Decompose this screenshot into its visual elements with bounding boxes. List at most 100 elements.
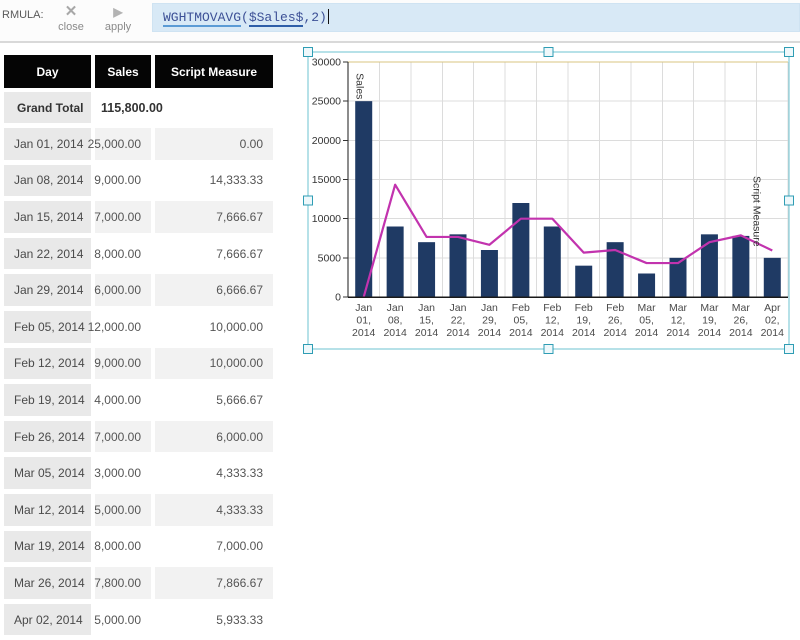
day-cell: Feb 26, 2014 bbox=[4, 420, 91, 453]
day-cell: Feb 12, 2014 bbox=[4, 347, 91, 380]
script-measure-cell: 5,933.33 bbox=[216, 612, 263, 627]
script-measure-cell: 4,333.33 bbox=[155, 493, 273, 526]
sales-bar[interactable] bbox=[418, 242, 436, 297]
formula-toolbar: RMULA: ✕ close ▶ apply WGHTMOVAVG($Sales… bbox=[0, 0, 800, 43]
x-tick-label: Mar 12, 2014 bbox=[666, 302, 690, 339]
resize-handle[interactable] bbox=[303, 195, 313, 206]
sales-cell: 8,000.00 bbox=[94, 539, 141, 554]
sales-cell: 3,000.00 bbox=[94, 466, 141, 481]
sales-bar[interactable] bbox=[575, 265, 593, 297]
sales-bar[interactable] bbox=[732, 235, 750, 297]
close-button-label: close bbox=[58, 21, 84, 33]
y-tick-label: 30000 bbox=[312, 57, 341, 69]
sales-bar[interactable] bbox=[386, 226, 404, 298]
script-measure-cell: 7,866.67 bbox=[155, 567, 273, 599]
day-cell: Jan 22, 2014 bbox=[4, 237, 91, 270]
resize-handle[interactable] bbox=[543, 344, 554, 354]
resize-handle[interactable] bbox=[303, 344, 313, 354]
table-row: Mar 26, 2014 7,800.00 7,866.67 bbox=[4, 567, 274, 599]
resize-handle[interactable] bbox=[303, 47, 313, 57]
script-measure-line[interactable] bbox=[362, 183, 773, 298]
table-row: Jan 29, 2014 6,000.00 6,666.67 bbox=[4, 274, 274, 306]
day-cell: Apr 02, 2014 bbox=[4, 603, 91, 636]
sales-cell: 8,000.00 bbox=[94, 246, 141, 261]
table-row: Mar 05, 2014 3,000.00 4,333.33 bbox=[4, 457, 274, 489]
day-cell: Jan 15, 2014 bbox=[4, 201, 91, 233]
sales-cell: 7,000.00 bbox=[94, 201, 151, 233]
x-tick-label: Feb 05, 2014 bbox=[509, 302, 533, 339]
sales-bar[interactable] bbox=[669, 257, 687, 297]
sales-bar[interactable] bbox=[449, 234, 467, 297]
table-header-row: Day Sales Script Measure bbox=[4, 55, 274, 88]
script-measure-cell: 7,666.67 bbox=[155, 201, 273, 233]
series-label-script-measure: Script Measure bbox=[750, 176, 762, 247]
y-tick-label: 15000 bbox=[312, 174, 341, 186]
sales-bar[interactable] bbox=[355, 101, 373, 297]
sales-cell: 7,800.00 bbox=[94, 567, 151, 599]
x-tick-label: Feb 12, 2014 bbox=[541, 302, 565, 339]
close-icon: ✕ bbox=[64, 3, 78, 20]
x-tick-label: Feb 26, 2014 bbox=[603, 302, 627, 339]
formula-tail: ,2) bbox=[303, 10, 327, 25]
apply-button[interactable]: ▶ apply bbox=[100, 3, 136, 33]
sales-bar[interactable] bbox=[512, 203, 530, 297]
table-row: Mar 12, 2014 5,000.00 4,333.33 bbox=[4, 493, 274, 526]
table-row: Mar 19, 2014 8,000.00 7,000.00 bbox=[4, 530, 274, 563]
sales-bar[interactable] bbox=[638, 273, 656, 298]
day-cell: Feb 05, 2014 bbox=[4, 310, 91, 343]
column-header-script-measure[interactable]: Script Measure bbox=[155, 55, 273, 88]
y-tick-label: 0 bbox=[335, 292, 341, 304]
sales-cell: 7,000.00 bbox=[94, 420, 151, 453]
formula-field-token: $Sales$ bbox=[248, 10, 304, 27]
day-cell: Jan 01, 2014 bbox=[4, 128, 91, 160]
resize-handle[interactable] bbox=[784, 195, 794, 206]
x-tick-label: Apr 02, 2014 bbox=[761, 302, 785, 339]
script-measure-cell: 5,666.67 bbox=[216, 392, 263, 407]
sales-bar[interactable] bbox=[543, 226, 561, 298]
y-tick-label: 25000 bbox=[312, 96, 341, 108]
day-cell: Mar 05, 2014 bbox=[4, 457, 91, 489]
y-tick-label: 10000 bbox=[312, 213, 341, 225]
x-tick-label: Mar 19, 2014 bbox=[698, 302, 722, 339]
sales-bar[interactable] bbox=[700, 234, 718, 297]
resize-handle[interactable] bbox=[784, 344, 794, 354]
resize-handle[interactable] bbox=[543, 47, 554, 57]
close-button[interactable]: ✕ close bbox=[53, 3, 89, 33]
script-measure-cell: 10,000.00 bbox=[155, 347, 273, 380]
script-measure-cell: 6,666.67 bbox=[155, 274, 273, 306]
column-header-sales[interactable]: Sales bbox=[95, 55, 151, 88]
table-row: Feb 19, 2014 4,000.00 5,666.67 bbox=[4, 384, 274, 416]
x-tick-label: Jan 08, 2014 bbox=[383, 302, 407, 339]
sales-cell: 9,000.00 bbox=[94, 347, 151, 380]
y-tick-label: 20000 bbox=[312, 135, 341, 147]
script-measure-cell: 6,000.00 bbox=[155, 420, 273, 453]
sales-cell: 4,000.00 bbox=[94, 392, 141, 407]
text-cursor bbox=[327, 9, 330, 24]
table-row: Jan 01, 2014 25,000.00 0.00 bbox=[4, 128, 274, 160]
table-row: Feb 12, 2014 9,000.00 10,000.00 bbox=[4, 347, 274, 380]
sales-cell: 9,000.00 bbox=[94, 173, 141, 188]
grand-total-sales: 115,800.00 bbox=[101, 100, 163, 115]
sales-bar[interactable] bbox=[763, 257, 781, 297]
script-measure-cell: 14,333.33 bbox=[209, 173, 263, 188]
resize-handle[interactable] bbox=[784, 47, 794, 57]
table-row: Apr 02, 2014 5,000.00 5,933.33 bbox=[4, 603, 274, 636]
table-row: Jan 22, 2014 8,000.00 7,666.67 bbox=[4, 237, 274, 270]
sales-cell: 6,000.00 bbox=[94, 274, 151, 306]
sales-bar[interactable] bbox=[606, 242, 624, 297]
script-measure-cell: 4,333.33 bbox=[216, 466, 263, 481]
combo-chart[interactable]: 0 5000 10000 15000 20000 25000 30000 Jan 01, 2014… bbox=[295, 45, 800, 360]
day-cell: Mar 26, 2014 bbox=[4, 567, 91, 599]
grand-total-row: Grand Total 115,800.00 bbox=[4, 92, 274, 123]
formula-function-token: WGHTMOVAVG bbox=[163, 10, 242, 27]
table-row: Jan 15, 2014 7,000.00 7,666.67 bbox=[4, 201, 274, 233]
sales-bar[interactable] bbox=[480, 250, 498, 297]
script-measure-cell: 7,666.67 bbox=[216, 246, 263, 261]
chart-canvas[interactable]: 0 5000 10000 15000 20000 25000 30000 Jan 01, 2014… bbox=[295, 45, 800, 360]
x-tick-label: Jan 22, 2014 bbox=[446, 302, 470, 339]
series-label-sales: Sales bbox=[354, 73, 366, 99]
table-row: Feb 05, 2014 12,000.00 10,000.00 bbox=[4, 310, 274, 343]
formula-input[interactable]: WGHTMOVAVG($Sales$,2) bbox=[152, 3, 800, 32]
column-header-day[interactable]: Day bbox=[4, 55, 91, 88]
formula-paren: ( bbox=[241, 10, 249, 25]
